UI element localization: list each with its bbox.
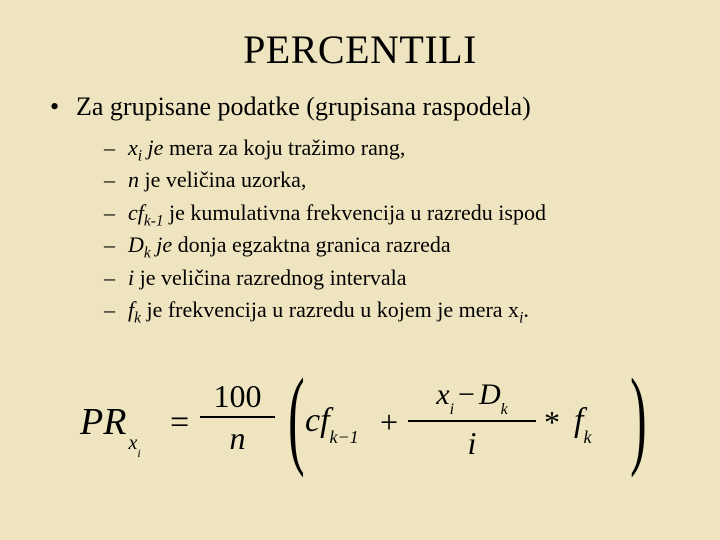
formula: PRxi = 100 n ( cfk−1 + xi−Dk i * fk ) (80, 370, 650, 490)
bullet-text: je veličina razrednog intervala (134, 265, 406, 290)
sub-bullet: i je veličina razrednog intervala (50, 264, 670, 293)
sub-bullet: cfk-1 je kumulativna frekvencija u razre… (50, 199, 670, 228)
frac1-bar (200, 416, 275, 418)
var-symbol: x (128, 135, 138, 160)
var-after: je (151, 232, 172, 257)
bullet-text: je frekvencija u razredu u kojem je mera… (141, 297, 519, 322)
multiply-sign: * (544, 404, 560, 441)
frac2-minus: − (454, 378, 479, 411)
var-subscript: k-1 (144, 212, 164, 229)
frac2-bar (408, 420, 536, 422)
plus-sign: + (380, 404, 398, 441)
bullet-text: mera za koju tražimo rang, (163, 135, 405, 160)
var-symbol: D (128, 232, 144, 257)
frac2-x: x (436, 378, 449, 411)
formula-lhs: PRxi (80, 400, 139, 452)
bullet-text: je veličina uzorka, (139, 167, 306, 192)
cf-sub: k−1 (330, 427, 359, 447)
frac2-num: xi−Dk (408, 380, 536, 415)
bullet-text: je kumulativna frekvencija u razredu isp… (164, 200, 546, 225)
sub-bullet: Dk je donja egzaktna granica razreda (50, 231, 670, 260)
right-paren: ) (630, 362, 646, 472)
frac2-x-sub: i (450, 401, 454, 418)
fk-sub: k (583, 427, 591, 447)
cf-text: cf (305, 402, 330, 439)
var-subscript: k (144, 245, 151, 262)
bullet-level1: Za grupisane podatke (grupisana raspodel… (50, 91, 670, 124)
lhs-sub: xi (128, 432, 140, 454)
lhs-sub-x: x (128, 432, 137, 454)
var-after: je (142, 135, 163, 160)
lhs-text: PR (80, 401, 126, 443)
frac2-D: D (479, 378, 501, 411)
fk-term: fk (574, 402, 591, 444)
frac2-den: i (408, 427, 536, 459)
fraction-100-n: 100 n (200, 380, 275, 454)
trail-end: . (523, 297, 529, 322)
sub-bullet: n je veličina uzorka, (50, 166, 670, 195)
left-paren: ( (288, 362, 304, 472)
var-symbol: cf (128, 200, 144, 225)
var-subscript: k (134, 310, 141, 327)
bullet-text: donja egzaktna granica razreda (172, 232, 451, 257)
frac1-den: n (200, 422, 275, 454)
slide-title: PERCENTILI (50, 26, 670, 73)
slide: PERCENTILI Za grupisane podatke (grupisa… (0, 0, 720, 540)
lhs-subsub: i (137, 446, 140, 460)
equals-sign: = (170, 404, 189, 442)
frac1-num: 100 (200, 380, 275, 412)
sub-bullet: xi je mera za koju tražimo rang, (50, 134, 670, 163)
frac2-D-sub: k (501, 401, 508, 418)
sub-bullet: fk je frekvencija u razredu u kojem je m… (50, 296, 670, 325)
var-symbol: n (128, 167, 139, 192)
fraction-xi-dk: xi−Dk i (408, 380, 536, 459)
cf-term: cfk−1 (305, 402, 359, 444)
